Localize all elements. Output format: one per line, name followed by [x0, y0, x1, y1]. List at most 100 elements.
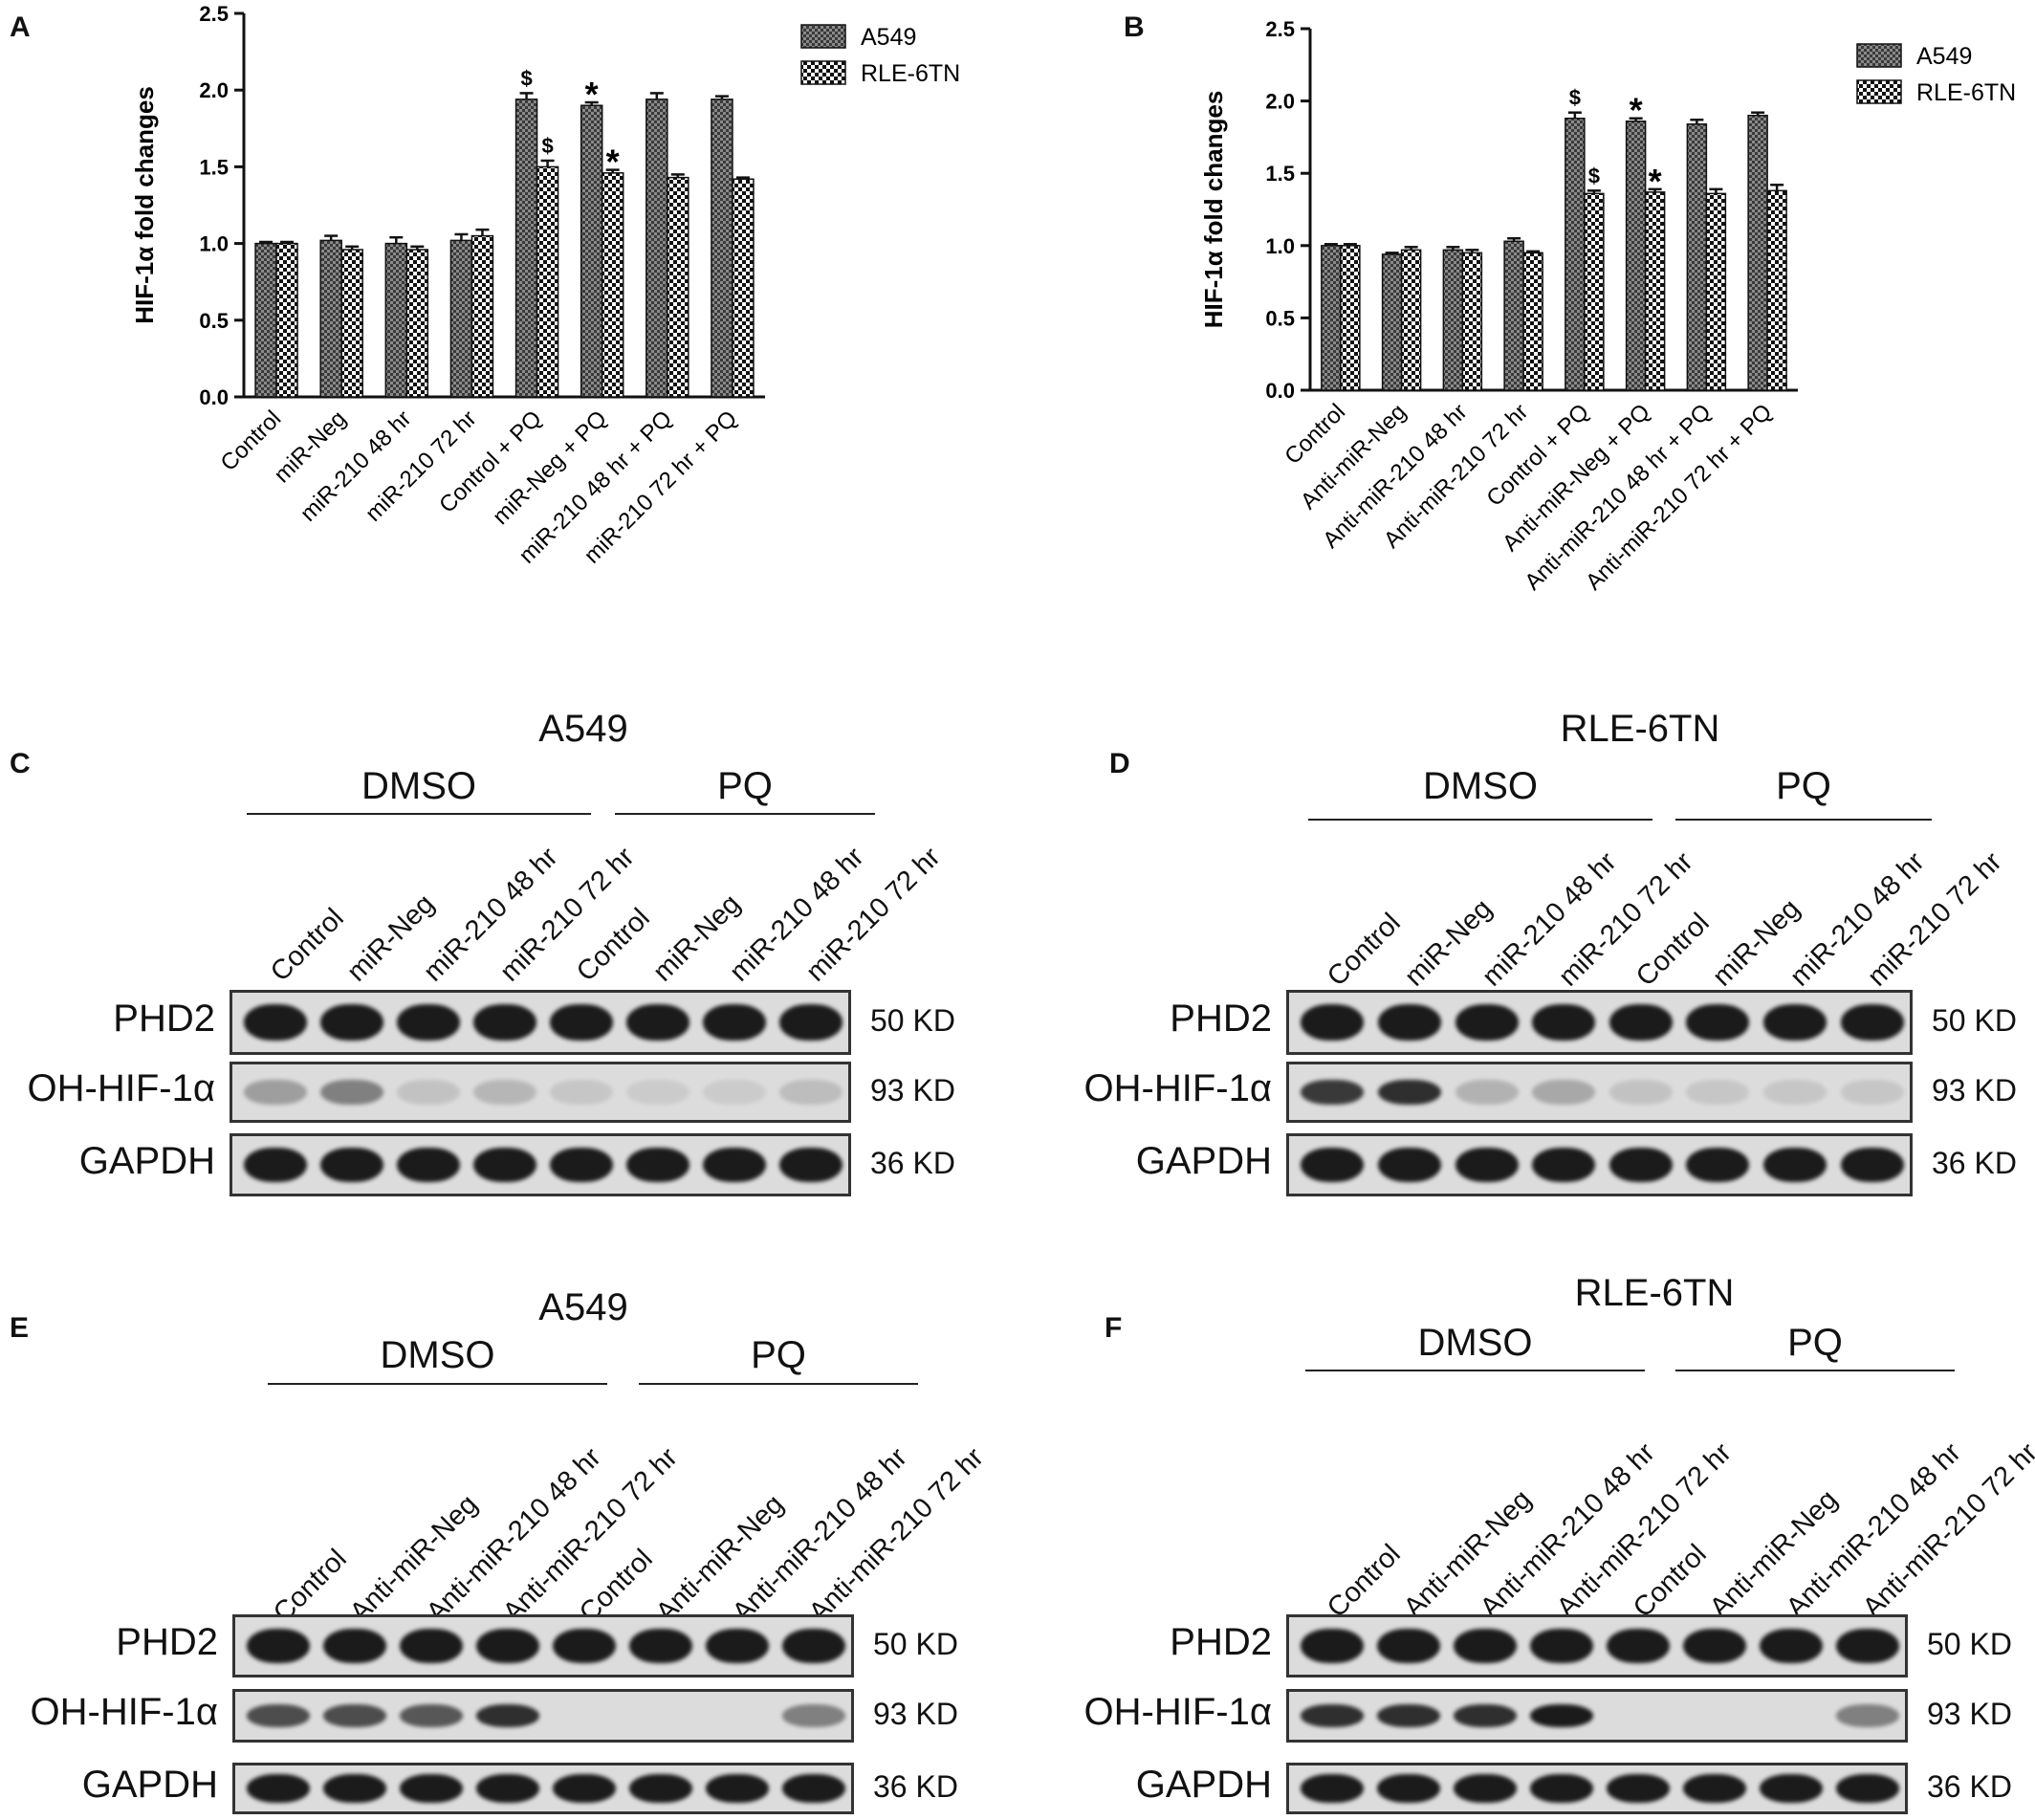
- panel-letter-b: B: [1124, 11, 1145, 43]
- bar-rle-6tn: [1705, 192, 1727, 391]
- blot-band: [1301, 1147, 1365, 1183]
- lane-label: miR-210 48 hr: [418, 842, 564, 988]
- blot-strip: [1286, 1133, 1913, 1196]
- blot-band: [1836, 1704, 1899, 1727]
- panel-letter-c: C: [10, 748, 31, 779]
- blot-band: [397, 1004, 460, 1041]
- bar-rle-6tn: [1766, 189, 1787, 391]
- blot-band: [1840, 1147, 1904, 1183]
- lane-label: Control: [1322, 1538, 1407, 1624]
- legend-swatch: [1856, 43, 1902, 68]
- y-tick-label: 2.0: [199, 78, 229, 102]
- blot-band: [247, 1704, 310, 1727]
- blot-band: [1532, 1079, 1596, 1106]
- category-label: Anti-miR-Neg: [1296, 399, 1411, 515]
- bar-a549: [384, 242, 408, 398]
- protein-label: OH-HIF-1α: [1083, 1067, 1272, 1109]
- blot-band: [706, 1628, 769, 1664]
- lane-label: miR-210 72 hr: [1861, 846, 2008, 993]
- blot-band: [1454, 1628, 1517, 1664]
- category-label: miR-210 72 hr: [361, 406, 482, 527]
- legend-swatch: [800, 60, 846, 85]
- blot-band: [400, 1774, 463, 1803]
- blot-band: [782, 1774, 845, 1803]
- blot-title: A549: [538, 708, 628, 750]
- blot-band: [626, 1079, 689, 1106]
- group-line-dmso: [268, 1383, 607, 1385]
- bar-a549: [1442, 249, 1464, 391]
- legend-label: A549: [1916, 43, 1972, 70]
- blot-title: A549: [538, 1286, 628, 1328]
- blot-band: [323, 1774, 386, 1803]
- panel-letter-a: A: [10, 11, 31, 43]
- blot-band: [779, 1004, 842, 1041]
- blot-band: [1686, 1147, 1750, 1183]
- blot-band: [1455, 1147, 1519, 1183]
- group-line-pq: [639, 1383, 918, 1385]
- category-label: miR-210 48 hr: [295, 406, 417, 527]
- blot-band: [1608, 1079, 1673, 1106]
- kd-label: 50 KD: [1927, 1627, 2012, 1661]
- blot-band: [1377, 1004, 1441, 1041]
- blot-strip: [230, 990, 851, 1055]
- blot-band: [473, 1147, 536, 1183]
- blot-band: [323, 1704, 386, 1727]
- blot-band: [1530, 1628, 1593, 1664]
- blot-band: [1454, 1774, 1517, 1803]
- significance-marker: $: [1588, 164, 1600, 187]
- group-label-dmso: DMSO: [361, 765, 476, 807]
- bar-rle-6tn: [1461, 252, 1483, 391]
- group-line-pq: [1675, 819, 1932, 821]
- bar-a549: [580, 104, 603, 398]
- bar-rle-6tn: [732, 178, 755, 398]
- bar-rle-6tn: [601, 172, 624, 398]
- blot-strip: [1286, 1689, 1908, 1743]
- bar-rle-6tn: [1400, 249, 1422, 391]
- bar-a549: [711, 99, 733, 398]
- blot-band: [1760, 1628, 1823, 1664]
- blot-band: [553, 1628, 616, 1664]
- blot-strip: [1286, 1763, 1908, 1814]
- lane-label: miR-210 48 hr: [1476, 846, 1623, 993]
- blot-band: [703, 1079, 766, 1106]
- bar-rle-6tn: [340, 249, 363, 398]
- protein-label: PHD2: [1170, 998, 1272, 1040]
- blot-band: [550, 1004, 613, 1041]
- bar-rle-6tn: [1584, 192, 1605, 391]
- protein-label: GAPDH: [1135, 1140, 1272, 1182]
- legend-label: RLE-6TN: [1916, 79, 2016, 106]
- protein-label: OH-HIF-1α: [27, 1067, 215, 1109]
- blot-band: [1301, 1774, 1364, 1803]
- bar-rle-6tn: [1644, 191, 1666, 391]
- blot-band: [779, 1147, 842, 1183]
- panel-letter-d: D: [1109, 748, 1130, 779]
- lane-label: miR-210 48 hr: [724, 842, 870, 988]
- protein-label: GAPDH: [78, 1140, 215, 1182]
- panel-letter-e: E: [10, 1312, 30, 1344]
- category-label: miR-Neg + PQ: [488, 406, 612, 530]
- blot-strip: [1286, 1062, 1913, 1123]
- y-tick-label: 2.5: [199, 2, 229, 26]
- legend-label: A549: [861, 24, 916, 51]
- blot-band: [1455, 1079, 1519, 1106]
- blot-band: [1301, 1079, 1365, 1106]
- significance-marker: $: [520, 66, 532, 90]
- y-axis-title: HIF-1α fold changes: [130, 86, 159, 324]
- bar-a549: [319, 239, 342, 398]
- blot-band: [1836, 1774, 1899, 1803]
- blot-band: [1683, 1628, 1746, 1664]
- kd-label: 93 KD: [1927, 1697, 2012, 1731]
- y-tick-label: 0.0: [199, 385, 229, 409]
- blot-band: [1683, 1774, 1746, 1803]
- blot-band: [703, 1147, 766, 1183]
- blot-band: [244, 1079, 307, 1106]
- lane-label: miR-210 48 hr: [1784, 846, 1931, 993]
- blot-strip: [230, 1133, 851, 1196]
- blot-band: [1301, 1628, 1364, 1664]
- legend-swatch: [800, 24, 846, 49]
- group-line-pq: [615, 813, 875, 815]
- bar-rle-6tn: [1522, 252, 1543, 391]
- y-tick-label: 0.0: [1265, 379, 1295, 403]
- bar-rle-6tn: [470, 234, 494, 398]
